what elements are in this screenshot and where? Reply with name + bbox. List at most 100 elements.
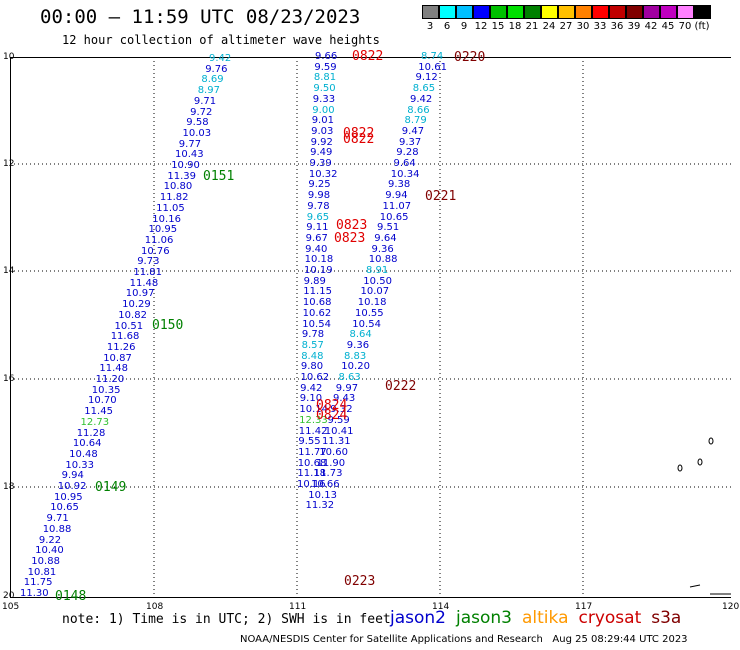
wave-height-value: 10.54 [302, 318, 331, 330]
wave-height-value: 9.97 [335, 382, 359, 394]
wave-height-value: 10.66 [311, 479, 340, 490]
page-title: 00:00 – 11:59 UTC 08/23/2023 [40, 6, 361, 28]
wave-height-value: 11.68 [110, 331, 140, 343]
wave-height-value: 10.61 [418, 61, 447, 73]
latitude-label: 16 [3, 374, 15, 384]
wave-height-value: 10.18 [357, 297, 387, 309]
wave-height-value: 10.13 [308, 489, 337, 501]
longitude-label: 108 [146, 602, 164, 612]
wave-height-value: 10.70 [88, 395, 117, 407]
wave-height-value: 10.76 [141, 245, 170, 257]
wave-height-value: 12.33 [299, 414, 328, 426]
wave-height-value: 11.45 [84, 406, 113, 418]
pass-time-label: 0221 [425, 189, 457, 204]
wave-height-value: 11.48 [99, 363, 129, 375]
colorbar-tick-label: 12 [474, 21, 488, 32]
colorbar-tick-label: 15 [491, 21, 505, 32]
wave-height-value: 10.90 [171, 160, 200, 171]
wave-height-value: 9.73 [137, 256, 160, 268]
wave-height-value: 9.36 [346, 339, 370, 351]
wave-height-value: 10.88 [42, 523, 72, 535]
wave-height-value: 10.54 [352, 318, 381, 330]
wave-height-value: 10.87 [103, 352, 132, 364]
wave-height-value: 11.32 [305, 500, 335, 512]
wave-height-value: 11.26 [106, 341, 136, 353]
wave-height-value: 10.97 [125, 288, 155, 300]
colorbar-tick-label: 33 [593, 21, 607, 32]
wave-height-value: 9.58 [186, 117, 209, 129]
wave-height-value: 10.88 [31, 555, 60, 567]
wave-height-value: 8.97 [197, 85, 220, 97]
legend-entry-altika: altika [522, 608, 569, 628]
longitude-label: 114 [432, 602, 450, 612]
latitude-label: 10 [3, 52, 15, 62]
colorbar-cell [541, 5, 558, 19]
colorbar-tick-label: 24 [542, 21, 556, 32]
wave-height-value: 10.43 [175, 149, 204, 161]
wave-height-value: 9.59 [314, 61, 337, 73]
wave-height-value: 9.94 [385, 190, 408, 202]
pass-time-label: 0150 [152, 318, 184, 333]
wave-height-value: 10.82 [118, 309, 147, 321]
colorbar-cell [439, 5, 456, 19]
wave-height-value: 9.80 [300, 361, 324, 373]
colorbar-cell [524, 5, 541, 19]
wave-height-value: 10.68 [302, 297, 332, 309]
wave-height-value: 9.64 [393, 158, 416, 169]
wave-height-value: 11.81 [133, 267, 163, 278]
colorbar-tick-label: 70 [678, 21, 692, 32]
wave-height-value: 10.88 [368, 254, 398, 266]
island-outline [677, 437, 731, 595]
wave-height-value: 11.18 [297, 468, 327, 480]
wave-height-value: 9.25 [308, 179, 331, 191]
pass-time-label: 0823 [334, 231, 366, 246]
wave-height-value: 9.71 [46, 513, 69, 525]
pass-time-label: 0822 [343, 126, 375, 141]
colorbar-cell [592, 5, 609, 19]
wave-height-value: 9.00 [312, 104, 335, 116]
map-grid [10, 57, 731, 598]
wave-height-value: 10.81 [27, 566, 57, 578]
wave-height-value: 9.37 [399, 136, 422, 148]
wave-height-value: 10.50 [363, 275, 392, 287]
wave-height-value: 11.20 [95, 374, 125, 385]
wave-height-value: 9.76 [205, 63, 228, 75]
wave-height-value: 11.90 [316, 457, 346, 469]
wave-height-value: 9.72 [190, 106, 213, 118]
wave-height-value: 9.65 [306, 211, 330, 223]
wave-height-value: 9.11 [306, 222, 329, 234]
coastline-fragment [689, 584, 731, 595]
wave-height-value: 11.07 [382, 200, 412, 212]
pass-time-label: 0149 [95, 480, 127, 495]
wave-height-value: 9.71 [193, 95, 217, 107]
wave-height-value: 8.83 [344, 350, 367, 362]
colorbar-cell [422, 5, 439, 19]
wave-height-value: 11.82 [159, 192, 189, 204]
wave-height-value: 10.20 [341, 361, 370, 373]
wave-height-value: 9.89 [303, 275, 326, 287]
wave-height-value: 9.42 [410, 93, 433, 105]
wave-height-value: 9.55 [298, 436, 321, 448]
colorbar-cell [575, 5, 592, 19]
wave-height-value: 9.92 [310, 136, 333, 148]
colorbar-tick-label: 42 [644, 21, 658, 32]
wave-height-value: 9.49 [310, 147, 333, 159]
wave-height-value: 10.35 [91, 384, 121, 396]
wave-height-value: 10.65 [50, 502, 79, 514]
colorbar-tick-label: 36 [610, 21, 624, 32]
wave-height-value: 11.30 [20, 588, 49, 599]
colorbar-cell [660, 5, 677, 19]
wave-height-value: 8.48 [301, 350, 324, 362]
wave-height-value: 9.01 [311, 115, 334, 127]
wave-height-value: 8.66 [407, 104, 430, 116]
legend-entry-jason3: jason3 [456, 608, 512, 628]
footer-note: note: 1) Time is in UTC; 2) SWH is in fe… [62, 612, 391, 627]
wave-height-value: 10.92 [57, 481, 87, 492]
pass-time-label: 0220 [454, 50, 486, 65]
wave-height-value: 9.10 [299, 393, 323, 405]
wave-height-value: 9.03 [311, 125, 334, 137]
island-shape [697, 458, 703, 466]
wave-height-value: 11.15 [303, 286, 332, 298]
wave-height-value: 9.43 [333, 393, 356, 405]
pass-time-label: 0824 [316, 408, 348, 423]
